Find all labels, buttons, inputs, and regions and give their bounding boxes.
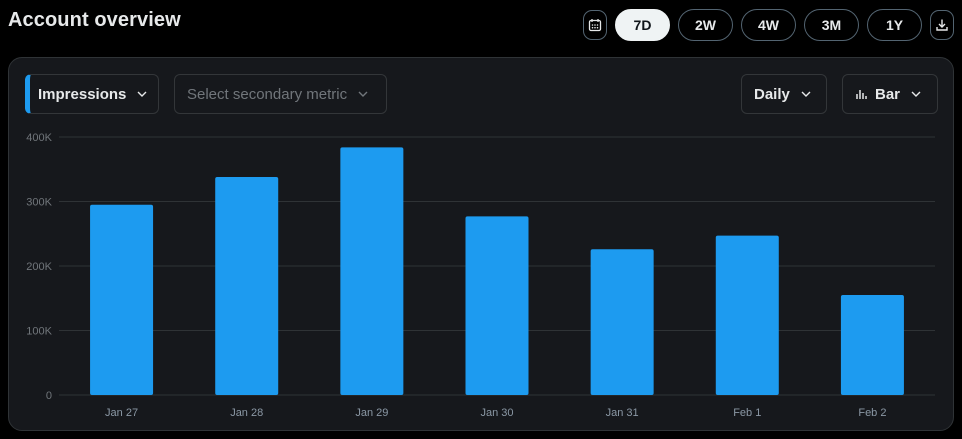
x-tick-label: Feb 2 bbox=[858, 407, 886, 419]
date-range-toolbar: 7D 2W 4W 3M 1Y bbox=[583, 9, 954, 41]
bar-jan-30[interactable] bbox=[465, 216, 529, 395]
bar-jan-29[interactable] bbox=[340, 147, 404, 395]
chart-type-label: Bar bbox=[875, 85, 901, 103]
chevron-down-icon bbox=[910, 88, 922, 100]
secondary-metric-placeholder: Select secondary metric bbox=[187, 85, 348, 103]
calendar-icon bbox=[588, 19, 602, 32]
x-tick-label: Jan 29 bbox=[355, 407, 388, 419]
impressions-bar-chart: 0 100K 200K 300K 400K Jan 27 Jan 28 Jan 29 Jan 3… bbox=[26, 132, 935, 419]
bar-jan-27[interactable] bbox=[90, 204, 154, 395]
bar-feb-1[interactable] bbox=[715, 235, 779, 395]
calendar-button[interactable] bbox=[583, 10, 607, 40]
granularity-label: Daily bbox=[754, 85, 790, 103]
primary-metric-label: Impressions bbox=[38, 85, 127, 103]
bar-jan-28[interactable] bbox=[215, 176, 279, 395]
chevron-down-icon bbox=[800, 88, 812, 100]
x-tick-label: Jan 31 bbox=[606, 407, 639, 419]
y-tick-label: 200K bbox=[26, 261, 52, 273]
y-tick-label: 100K bbox=[26, 326, 52, 338]
download-button[interactable] bbox=[930, 10, 954, 40]
bar-feb-2[interactable] bbox=[840, 295, 904, 395]
x-tick-label: Jan 28 bbox=[230, 407, 263, 419]
y-tick-label: 0 bbox=[46, 390, 52, 402]
page-title: Account overview bbox=[8, 9, 181, 31]
x-tick-label: Feb 1 bbox=[733, 407, 761, 419]
secondary-metric-select[interactable]: Select secondary metric bbox=[174, 74, 387, 114]
x-tick-label: Jan 30 bbox=[480, 407, 513, 419]
range-7d-button[interactable]: 7D bbox=[615, 9, 670, 41]
primary-metric-select[interactable]: Impressions bbox=[25, 74, 159, 114]
range-1y-button[interactable]: 1Y bbox=[867, 9, 922, 41]
range-4w-button[interactable]: 4W bbox=[741, 9, 796, 41]
y-tick-label: 300K bbox=[26, 197, 52, 209]
granularity-select[interactable]: Daily bbox=[741, 74, 827, 114]
bar-jan-31[interactable] bbox=[590, 249, 654, 395]
chart-type-select[interactable]: Bar bbox=[842, 74, 938, 114]
chart-card: Impressions Select secondary metric Dail… bbox=[8, 57, 954, 431]
range-3m-button[interactable]: 3M bbox=[804, 9, 859, 41]
chevron-down-icon bbox=[357, 88, 369, 100]
x-tick-label: Jan 27 bbox=[105, 407, 138, 419]
chevron-down-icon bbox=[136, 88, 148, 100]
y-tick-label: 400K bbox=[26, 132, 52, 144]
range-2w-button[interactable]: 2W bbox=[678, 9, 733, 41]
bar-chart-icon bbox=[855, 88, 867, 100]
download-icon bbox=[936, 19, 948, 31]
